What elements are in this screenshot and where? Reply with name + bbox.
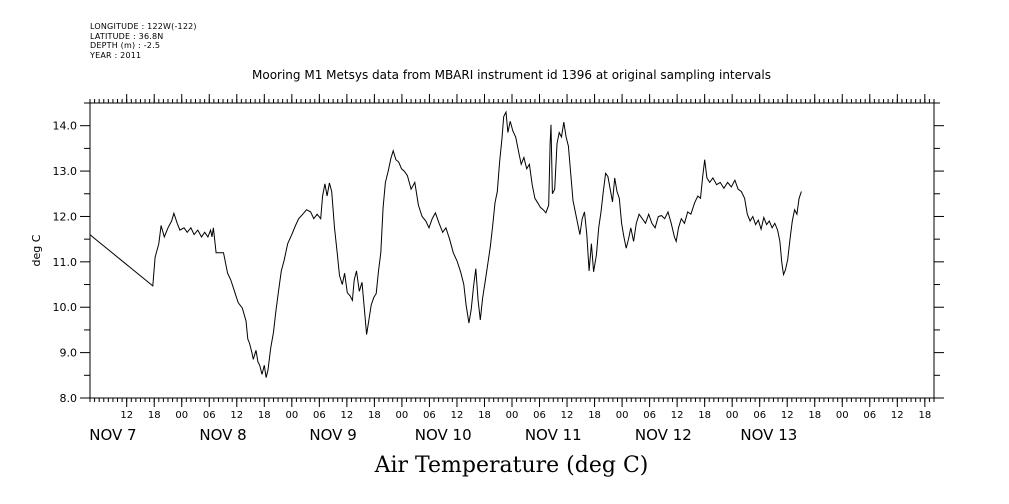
y-tick-label: 14.0 — [53, 120, 78, 133]
chart-title: Mooring M1 Metsys data from MBARI instru… — [252, 68, 771, 82]
x-hour-label: 12 — [781, 410, 794, 421]
x-hour-label: 06 — [423, 410, 436, 421]
y-tick-label: 11.0 — [53, 256, 78, 269]
x-hour-label: 18 — [368, 410, 381, 421]
year-text: YEAR : 2011 — [90, 50, 142, 60]
longitude-text: LONGITUDE : 122W(-122) — [90, 22, 197, 31]
x-hour-label: 00 — [396, 410, 409, 421]
x-day-label: NOV 12 — [635, 426, 692, 444]
x-hour-label: 18 — [918, 410, 931, 421]
x-hour-label: 00 — [616, 410, 629, 421]
air-temperature-line — [89, 110, 802, 378]
x-hour-label: 18 — [148, 410, 161, 421]
x-hour-label: 18 — [698, 410, 711, 421]
x-hour-label: 12 — [451, 410, 464, 421]
x-hour-label: 06 — [753, 410, 766, 421]
x-hour-label: 00 — [285, 410, 298, 421]
x-hour-label: 18 — [808, 410, 821, 421]
chart-title-wrap: Mooring M1 Metsys data from MBARI instru… — [0, 68, 1009, 82]
x-hour-label: 06 — [203, 410, 216, 421]
latitude-text: LATITUDE : 36.8N — [90, 31, 164, 41]
y-tick-label: 10.0 — [53, 301, 78, 314]
x-hour-label: 18 — [258, 410, 271, 421]
x-hour-label: 06 — [313, 410, 326, 421]
x-hour-label: 00 — [836, 410, 849, 421]
x-day-label: NOV 8 — [199, 426, 246, 444]
x-hour-label: 06 — [533, 410, 546, 421]
x-hour-label: 18 — [588, 410, 601, 421]
depth-text: DEPTH (m) : -2.5 — [90, 41, 161, 50]
x-hour-label: 12 — [891, 410, 904, 421]
metadata-block: LONGITUDE : 122W(-122) LATITUDE : 36.8N … — [90, 22, 197, 60]
x-hour-label: 00 — [726, 410, 739, 421]
y-tick-label: 9.0 — [60, 347, 78, 360]
x-hour-label: 12 — [671, 410, 684, 421]
x-day-label: NOV 7 — [89, 426, 136, 444]
x-hour-label: 18 — [478, 410, 491, 421]
x-hour-label: 06 — [863, 410, 876, 421]
minor-tick-group — [89, 99, 935, 402]
y-tick-label: 12.0 — [53, 210, 78, 223]
x-day-label: NOV 10 — [415, 426, 472, 444]
x-axis: 12 18 00 06 12 18 00 06 12 18 00 06 12 18 00 06 12 18 00 06… — [89, 94, 931, 444]
x-axis-title: Air Temperature (deg C) — [374, 453, 649, 478]
x-day-label: NOV 11 — [525, 426, 582, 444]
x-axis-title-wrap: Air Temperature (deg C) — [0, 453, 1009, 478]
x-day-label: NOV 13 — [740, 426, 797, 444]
y-tick-label: 8.0 — [60, 392, 78, 405]
plot-frame — [89, 102, 935, 399]
y-axis: 8.0 9.0 10.0 11.0 12.0 13.0 14.0 — [53, 102, 944, 405]
y-axis-label: deg C — [30, 234, 43, 266]
x-hour-label: 12 — [561, 410, 574, 421]
x-hour-label: 12 — [230, 410, 243, 421]
x-hour-label: 12 — [120, 410, 133, 421]
x-hour-label: 00 — [506, 410, 519, 421]
y-tick-label: 13.0 — [53, 165, 78, 178]
x-hour-label: 00 — [175, 410, 188, 421]
x-day-label: NOV 9 — [309, 426, 356, 444]
x-hour-label: 06 — [643, 410, 656, 421]
x-hour-label: 12 — [341, 410, 354, 421]
